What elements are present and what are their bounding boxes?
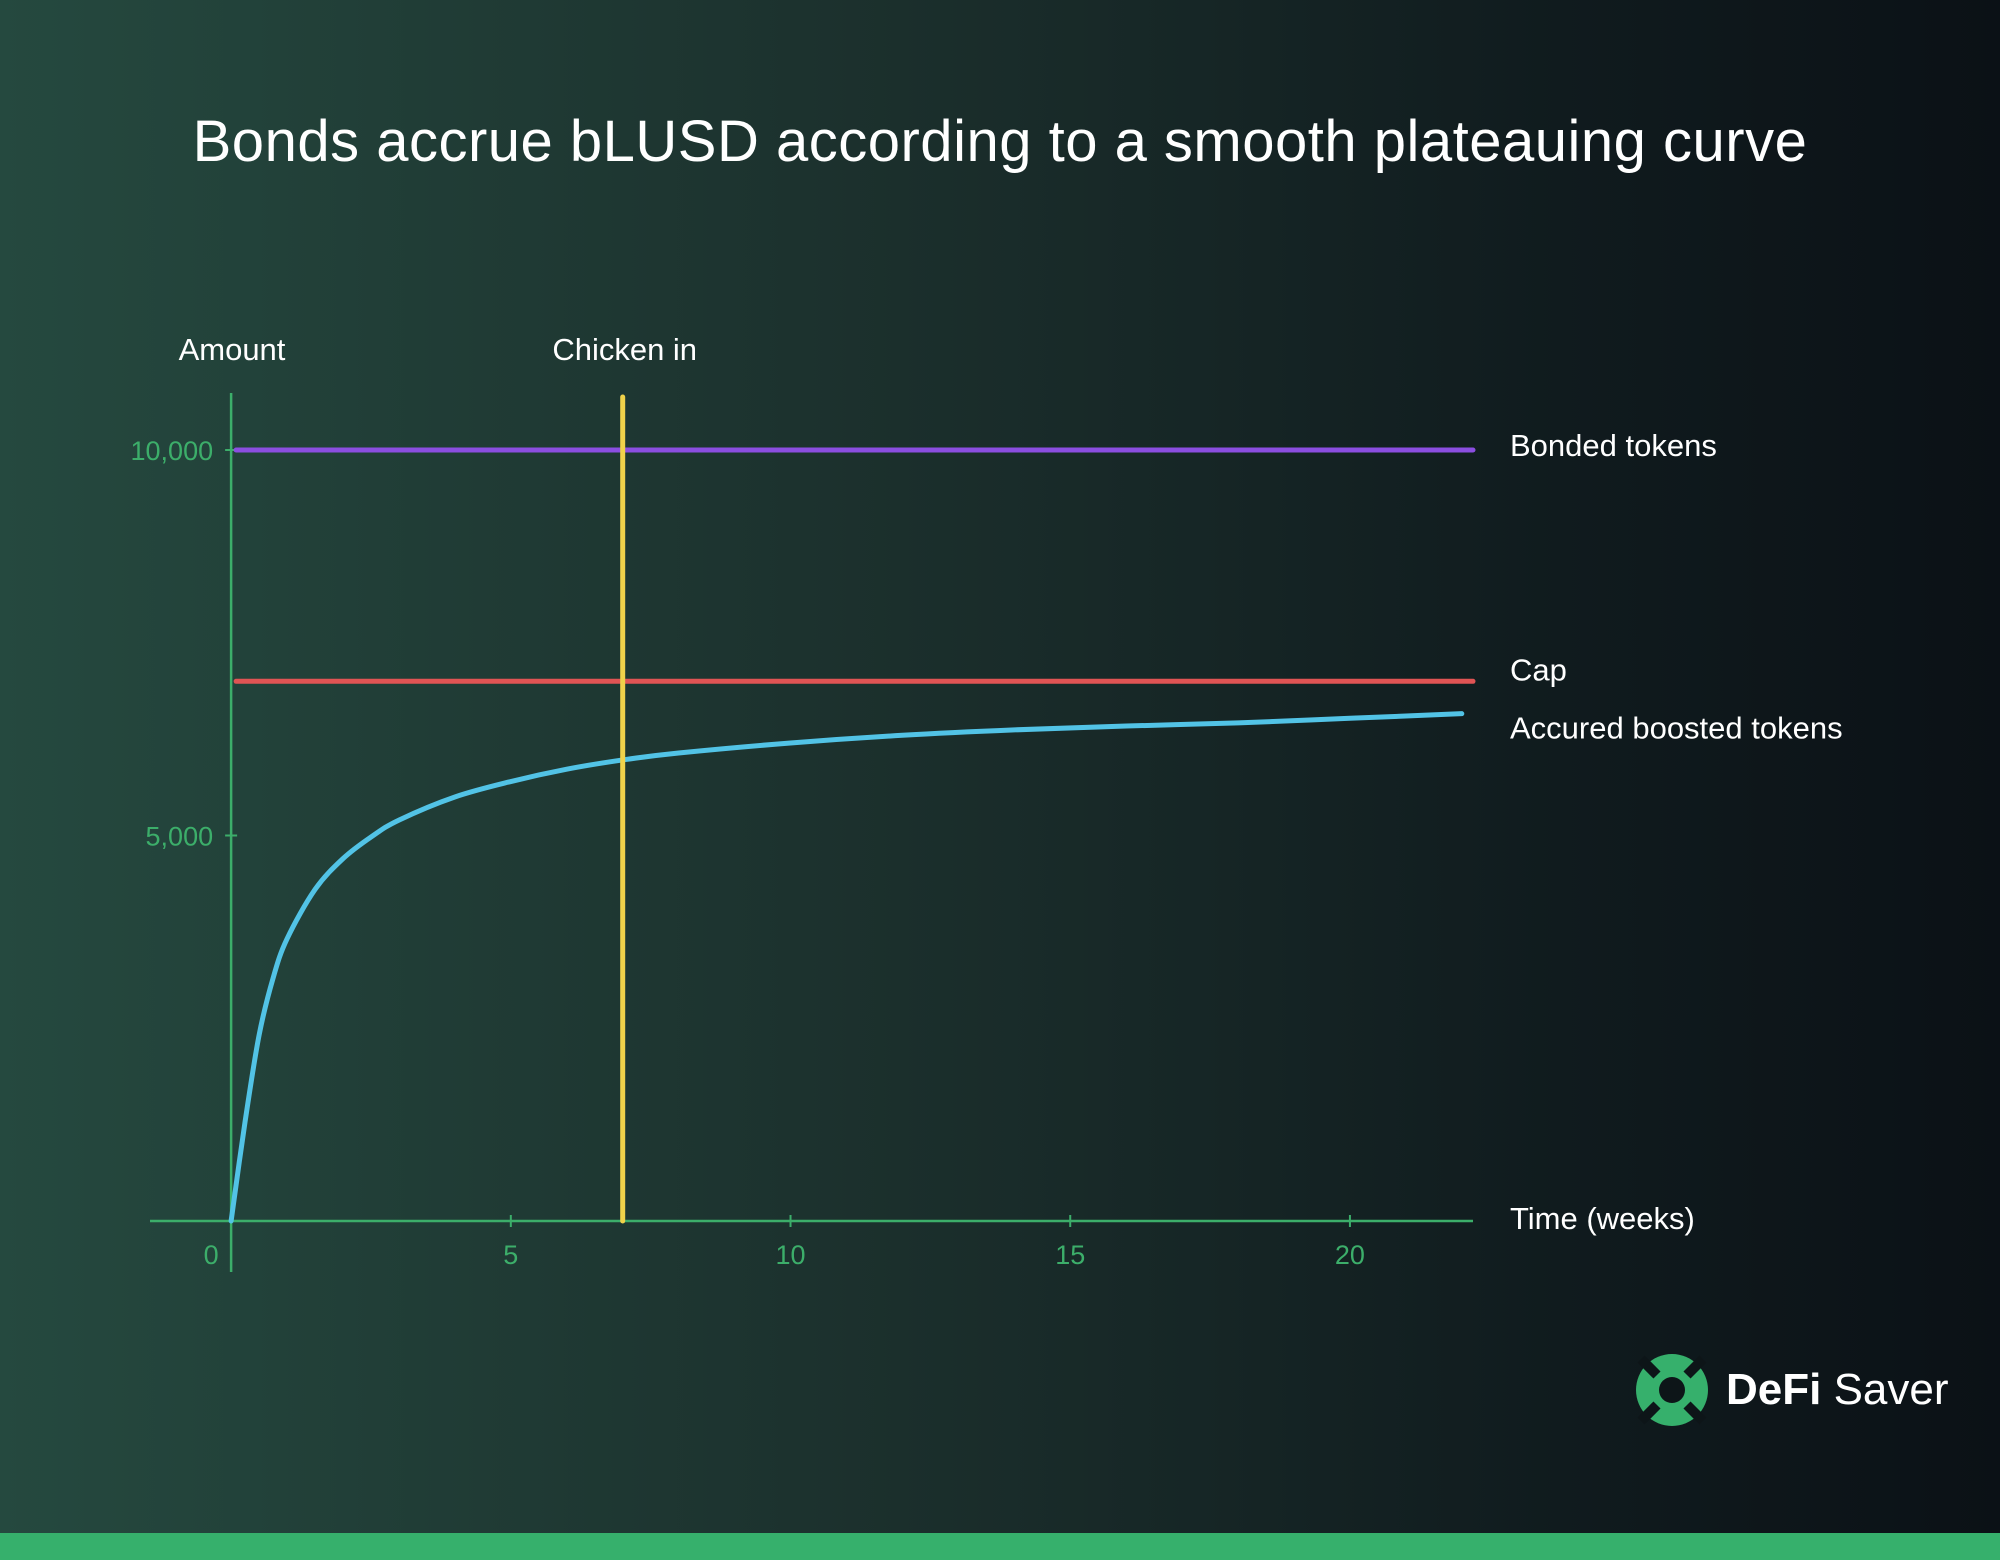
ticks: 0 5 10 15 20 5,000 10,000	[131, 436, 1365, 1270]
footer-bar	[0, 1533, 2000, 1560]
x-tick-label: 15	[1055, 1240, 1085, 1270]
x-tick-label: 20	[1335, 1240, 1365, 1270]
annotation-label: Chicken in	[552, 332, 697, 367]
brand-name-bold: DeFi	[1726, 1365, 1822, 1414]
lifebuoy-icon	[1636, 1354, 1708, 1426]
x-axis-title: Time (weeks)	[1510, 1201, 1695, 1236]
brand-name-regular: Saver	[1821, 1365, 1949, 1414]
brand-logo: DeFi Saver	[1636, 1354, 1949, 1426]
series-layer	[228, 394, 1476, 1224]
x-tick-label: 0	[204, 1240, 219, 1270]
series-label: Cap	[1510, 652, 1567, 687]
axes	[150, 393, 1473, 1272]
y-tick-label: 10,000	[131, 436, 214, 466]
x-tick-label: 10	[775, 1240, 805, 1270]
series-curve-accured-boosted-tokens	[228, 711, 1465, 1224]
series-label: Accured boosted tokens	[1510, 711, 1843, 746]
series-label: Bonded tokens	[1510, 428, 1717, 463]
x-tick-label: 5	[503, 1240, 518, 1270]
y-axis-title: Amount	[179, 332, 286, 367]
y-tick-label: 5,000	[146, 822, 214, 852]
labels: Bonded tokens Cap Accured boosted tokens Ch…	[179, 332, 1843, 1236]
chart-title: Bonds accrue bLUSD according to a smooth…	[192, 109, 1808, 174]
brand-name: DeFi Saver	[1726, 1365, 1949, 1415]
